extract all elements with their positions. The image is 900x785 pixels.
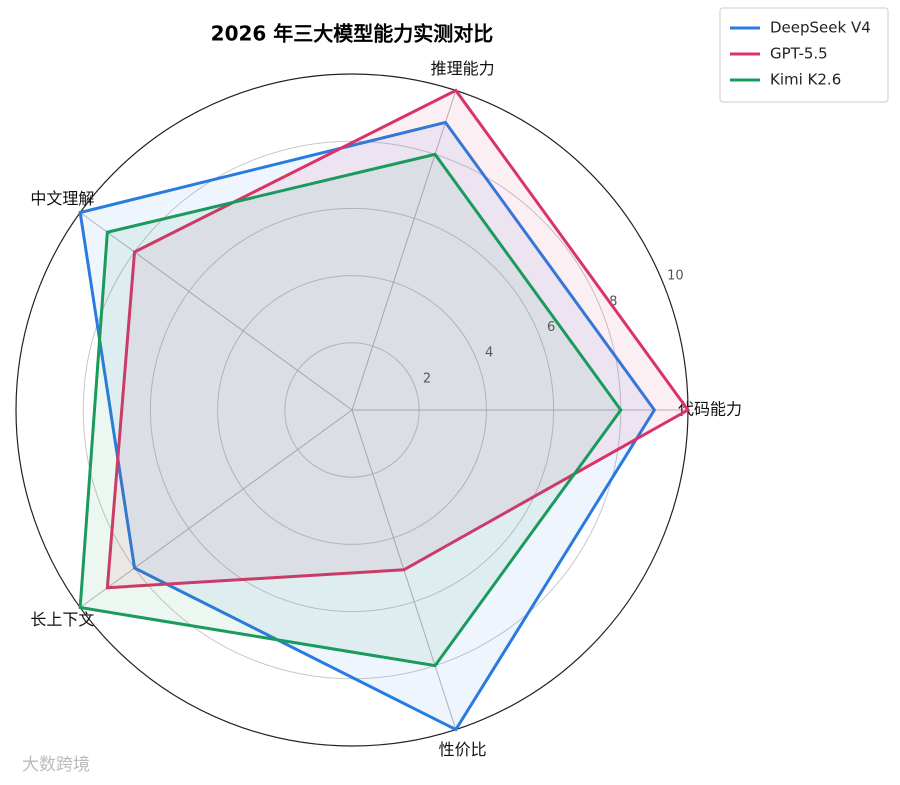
r-tick-label: 2	[423, 371, 431, 386]
axis-label: 中文理解	[30, 189, 94, 208]
legend-box	[719, 7, 889, 103]
watermark: 大数跨境	[22, 755, 90, 775]
legend: DeepSeek V4 GPT-5.5 Kimi K2.6	[719, 7, 889, 103]
series-area	[78, 120, 657, 732]
r-tick-label: 6	[547, 320, 555, 335]
legend-label: GPT-5.5	[770, 45, 828, 63]
axis-label: 性价比	[439, 740, 487, 759]
chart-title: 2026 年三大模型能力实测对比	[211, 22, 494, 46]
r-tick-label: 4	[485, 346, 493, 361]
spoke	[351, 90, 457, 411]
spoke	[79, 212, 353, 411]
legend-label: DeepSeek V4	[770, 19, 871, 37]
spoke	[79, 409, 353, 608]
legend-label: Kimi K2.6	[770, 71, 841, 89]
series-area	[105, 88, 691, 590]
axis-label: 长上下文	[30, 610, 94, 629]
r-tick-label: 8	[609, 294, 617, 309]
r-tick-label: 10	[667, 269, 684, 284]
axis-label: 推理能力	[431, 59, 495, 78]
axis-label: 代码能力	[678, 400, 742, 419]
series-area	[78, 152, 623, 668]
